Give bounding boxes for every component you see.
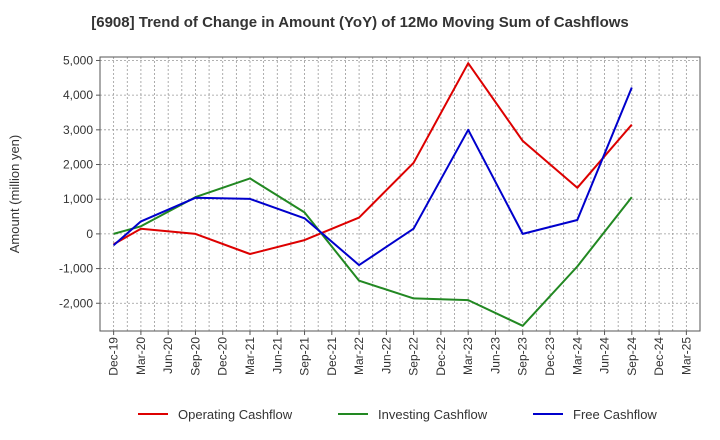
y-tick-label: 3,000: [63, 123, 93, 137]
series-line-operating-cashflow: [113, 62, 633, 255]
x-tick-label: Jun-21: [270, 337, 284, 374]
legend-label-free-cashflow: Free Cashflow: [573, 407, 657, 422]
y-tick-label: 1,000: [63, 192, 93, 206]
x-tick-label: Mar-25: [679, 337, 693, 375]
x-tick-label: Sep-21: [298, 337, 312, 376]
plot-frame: [99, 56, 701, 332]
x-tick-label: Dec-22: [434, 337, 448, 376]
chart-title: [6908] Trend of Change in Amount (YoY) o…: [91, 14, 629, 31]
x-tick-label: Mar-23: [461, 337, 475, 375]
x-tick-label: Jun-22: [379, 337, 393, 374]
y-axis: -2,000 -1,000 0 1,000 2,000 3,000 4,000 5,000: [59, 53, 100, 310]
x-tick-label: Mar-24: [570, 337, 584, 375]
x-tick-label: Jun-24: [598, 337, 612, 374]
x-tick-label: Dec-19: [107, 337, 121, 376]
x-tick-label: Jun-20: [161, 337, 175, 374]
legend: Operating Cashflow Investing Cashflow Free…: [138, 407, 657, 422]
x-tick-label: Sep-20: [188, 337, 202, 376]
x-tick-label: Dec-20: [216, 337, 230, 376]
series-line-free-cashflow: [112, 87, 633, 267]
x-axis: Dec-19 Mar-20 Jun-20 Sep-20 Dec-20 Mar-21 Jun-…: [107, 331, 693, 376]
y-axis-title: Amount (million yen): [7, 135, 22, 254]
x-tick-label: Dec-23: [543, 337, 557, 376]
y-tick-label: 2,000: [63, 158, 93, 172]
y-tick-label: 4,000: [63, 88, 93, 102]
y-tick-label: 0: [86, 227, 93, 241]
series-line-investing-cashflow: [113, 177, 633, 327]
y-tick-label: -1,000: [59, 262, 93, 276]
x-tick-label: Sep-22: [407, 337, 421, 376]
x-tick-label: Sep-23: [516, 337, 530, 376]
y-tick-label: -2,000: [59, 296, 93, 310]
x-tick-label: Jun-23: [488, 337, 502, 374]
legend-label-investing-cashflow: Investing Cashflow: [378, 407, 488, 422]
x-tick-label: Sep-24: [625, 337, 639, 376]
y-tick-label: 5,000: [63, 53, 93, 67]
x-tick-label: Mar-21: [243, 337, 257, 375]
x-tick-label: Dec-21: [325, 337, 339, 376]
series-lines: [112, 62, 633, 327]
x-tick-label: Mar-22: [352, 337, 366, 375]
x-tick-label: Mar-20: [134, 337, 148, 375]
x-tick-label: Dec-24: [652, 337, 666, 376]
legend-label-operating-cashflow: Operating Cashflow: [178, 407, 293, 422]
